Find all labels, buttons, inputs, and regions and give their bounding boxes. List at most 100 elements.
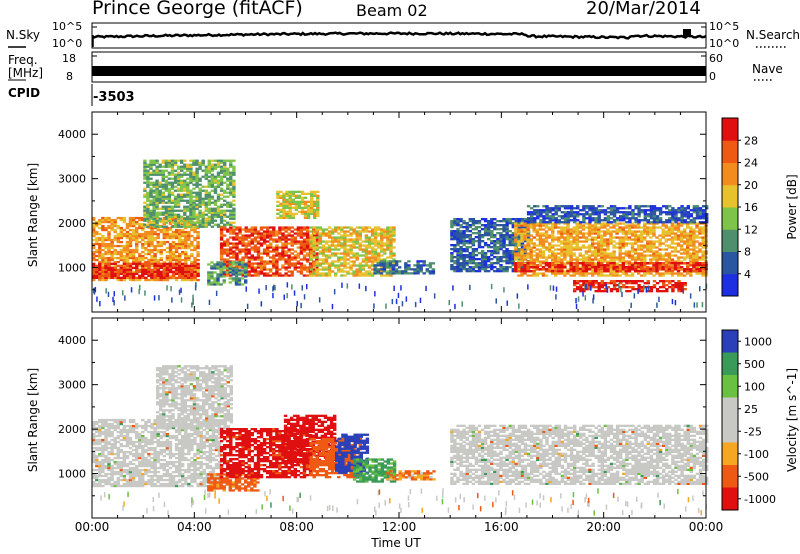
cell	[262, 248, 267, 251]
cell	[315, 240, 319, 243]
cell	[514, 242, 518, 245]
cell	[147, 262, 151, 265]
cell	[165, 246, 170, 250]
cell	[624, 272, 628, 275]
cell	[95, 250, 99, 254]
cell	[156, 278, 160, 282]
cell	[480, 258, 485, 261]
cell	[450, 264, 454, 267]
cell	[238, 266, 242, 269]
cell	[281, 254, 285, 257]
cell	[337, 244, 341, 247]
cell	[450, 230, 454, 233]
cell	[256, 272, 261, 275]
cell	[557, 266, 561, 269]
cell	[343, 254, 347, 257]
cell	[219, 236, 224, 239]
cell	[231, 261, 236, 264]
cell	[600, 244, 604, 247]
cell	[327, 234, 332, 237]
cell	[609, 232, 613, 235]
cell	[256, 266, 261, 269]
cell	[624, 252, 628, 255]
cell	[380, 230, 384, 233]
cell	[532, 230, 536, 233]
cell	[334, 230, 338, 233]
cell	[216, 223, 221, 226]
cell	[234, 281, 239, 284]
cell	[544, 240, 549, 243]
cell	[343, 242, 347, 245]
cell	[471, 222, 476, 225]
cell	[178, 270, 182, 273]
cell	[152, 207, 156, 210]
cell	[315, 246, 319, 249]
cell	[676, 260, 681, 263]
cell	[161, 159, 165, 162]
cell	[143, 181, 147, 184]
cell	[535, 274, 539, 277]
cell	[293, 228, 297, 231]
cell	[633, 250, 638, 253]
cell	[180, 173, 184, 176]
cell	[600, 248, 604, 251]
cell	[468, 224, 472, 227]
cell	[560, 234, 564, 237]
cell	[520, 254, 524, 257]
cell	[226, 238, 230, 241]
cell	[278, 256, 282, 259]
cell	[189, 205, 193, 208]
cell	[343, 246, 347, 249]
cell	[297, 190, 302, 193]
cell	[355, 264, 359, 267]
cell	[288, 212, 292, 215]
cell	[661, 274, 665, 277]
cell	[110, 228, 114, 232]
cell	[223, 223, 227, 226]
cell	[146, 169, 150, 172]
cell	[149, 163, 153, 166]
cell	[302, 234, 307, 237]
cell	[459, 256, 463, 259]
cell	[174, 264, 179, 267]
cell	[171, 244, 176, 248]
cell	[195, 193, 199, 196]
cell	[235, 254, 239, 257]
cell	[150, 254, 154, 258]
cell	[152, 221, 156, 224]
cell	[192, 191, 196, 194]
cell	[404, 270, 408, 273]
cell	[101, 218, 105, 222]
cell	[147, 252, 151, 256]
cell	[235, 234, 239, 237]
cell	[695, 260, 699, 263]
cell	[572, 268, 576, 271]
cell	[621, 238, 625, 241]
cell	[195, 195, 199, 198]
cell	[643, 228, 647, 231]
cell	[664, 240, 668, 243]
cell	[667, 272, 671, 275]
cell	[266, 274, 270, 277]
cell	[143, 207, 147, 210]
cell	[554, 258, 558, 261]
cell	[176, 219, 181, 222]
cell	[471, 270, 476, 273]
cell	[174, 232, 179, 236]
cell	[664, 272, 668, 275]
cell	[149, 195, 153, 198]
cell	[373, 238, 378, 241]
cell	[146, 173, 150, 176]
cell	[104, 264, 108, 267]
cell	[176, 213, 181, 216]
cell	[281, 264, 285, 267]
cell	[388, 272, 393, 275]
cell	[318, 252, 323, 255]
cell	[471, 260, 476, 263]
cell	[153, 264, 157, 267]
cell	[349, 240, 353, 243]
cell	[207, 199, 211, 202]
cell	[560, 236, 564, 239]
cell	[517, 236, 522, 239]
cell	[299, 250, 304, 253]
